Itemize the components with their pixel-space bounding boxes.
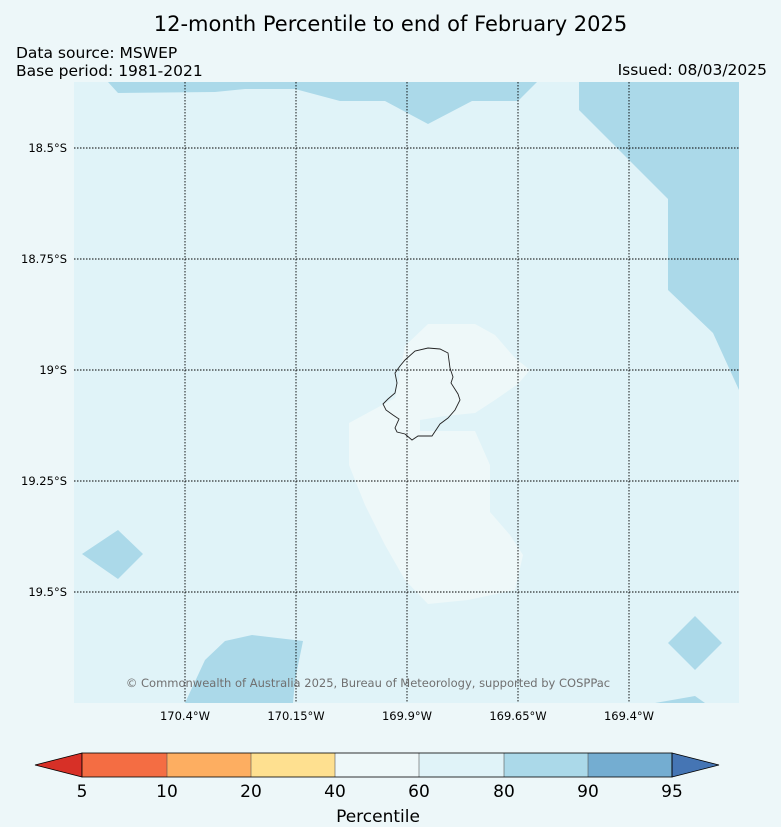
map-metadata: Data source: MSWEP Base period: 1981-202…: [16, 44, 203, 80]
lat-label: 18.5°S: [28, 141, 67, 155]
region-80-90-top: [108, 82, 537, 124]
region-80-90-southeast-corner: [655, 696, 705, 703]
region-80-90-northeast: [579, 82, 739, 390]
colorbar-tick: 5: [77, 782, 88, 802]
region-80-90-southwest: [185, 635, 303, 703]
colorbar-tick: 20: [240, 782, 262, 802]
colorbar-tick: 10: [156, 782, 178, 802]
data-source: Data source: MSWEP: [16, 44, 178, 62]
graticule: [74, 82, 739, 703]
lon-label: 170.15°W: [267, 709, 324, 723]
region-80-90-southeast: [668, 616, 722, 670]
lon-label: 169.65°W: [489, 709, 546, 723]
lon-label: 169.9°W: [382, 709, 432, 723]
colorbar-segment: [504, 753, 588, 777]
colorbar-tick: 95: [661, 782, 683, 802]
colorbar-extend-high: [671, 752, 720, 778]
colorbar-frame: [81, 752, 673, 778]
colorbar-segment: [251, 753, 335, 777]
colorbar-tick: 80: [493, 782, 515, 802]
colorbar-segment: [588, 753, 672, 777]
colorbar-segment: [167, 753, 251, 777]
colorbar-tick: 60: [408, 782, 430, 802]
lon-label: 170.4°W: [160, 709, 210, 723]
lat-label: 19.5°S: [28, 585, 67, 599]
latitude-labels: 18.5°S 18.75°S 19°S 19.25°S 19.5°S: [21, 141, 67, 599]
colorbar-label: Percentile: [336, 807, 420, 827]
lat-label: 18.75°S: [21, 252, 67, 266]
region-80-90-west: [82, 530, 143, 579]
lat-label: 19°S: [39, 363, 67, 377]
lat-label: 19.25°S: [21, 474, 67, 488]
lon-label: 169.4°W: [604, 709, 654, 723]
island-outline: [382, 347, 461, 441]
colorbar-tick: 90: [577, 782, 599, 802]
region-40-60-central: [349, 324, 530, 604]
colorbar-segment: [82, 753, 167, 777]
chart-title: 12-month Percentile to end of February 2…: [153, 12, 628, 36]
base-period: Base period: 1981-2021: [16, 62, 203, 80]
copyright-notice: © Commonwealth of Australia 2025, Bureau…: [126, 676, 610, 690]
colorbar-tick: 40: [324, 782, 346, 802]
issued-date: Issued: 08/03/2025: [617, 61, 767, 79]
colorbar: 5 10 20 40 60 80 90 95 Percentile: [34, 752, 720, 827]
colorbar-segment: [335, 753, 419, 777]
colorbar-extend-low: [34, 752, 83, 778]
colorbar-segment: [419, 753, 504, 777]
longitude-labels: 170.4°W 170.15°W 169.9°W 169.65°W 169.4°…: [160, 709, 654, 723]
map-panel: © Commonwealth of Australia 2025, Bureau…: [74, 82, 739, 703]
